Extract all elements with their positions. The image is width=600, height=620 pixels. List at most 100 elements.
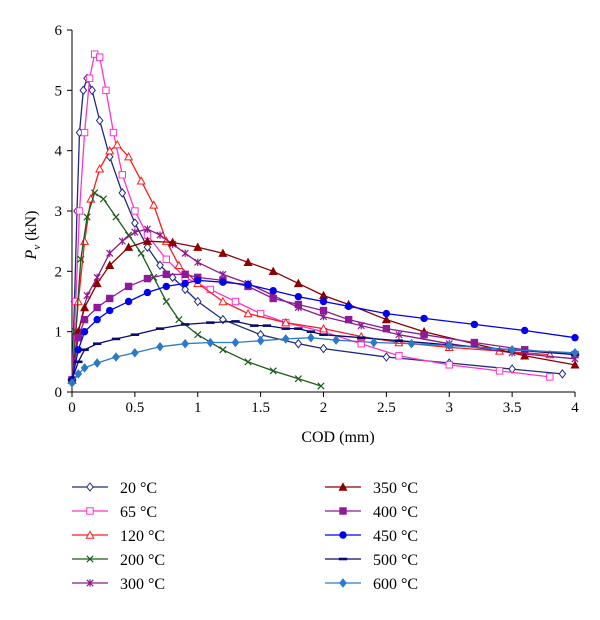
series-7 [68,276,579,384]
data-point [105,145,115,155]
legend-label: 300 °C [120,576,165,593]
data-point [317,382,325,390]
data-point [106,306,114,315]
x-tick-label: 1.5 [251,400,270,416]
data-point [231,297,240,306]
data-point [93,315,101,324]
data-point [218,296,228,306]
data-point [495,367,504,375]
data-point [95,115,104,126]
data-point [407,338,416,349]
x-tick-label: 2.5 [377,400,396,416]
data-point [174,260,184,269]
data-point [318,290,329,300]
data-point [143,274,152,283]
legend-item: 200 °C [72,552,165,569]
data-point [243,257,253,266]
series-0 [68,73,567,385]
data-point [80,327,89,336]
data-point [99,195,108,203]
legend-label: 400 °C [373,504,418,521]
data-point [382,324,391,333]
data-point [382,309,391,318]
legend-item: 600 °C [325,576,418,593]
x-axis-label: COD (mm) [301,429,374,446]
data-point [269,286,277,295]
data-point [106,294,114,303]
data-point [149,200,159,209]
data-point [162,282,171,291]
legend-item: 400 °C [325,504,418,521]
data-point [80,363,89,373]
data-point [162,255,171,263]
data-point [243,308,253,318]
y-tick-label: 2 [55,264,63,280]
x-tick-label: 3 [446,400,454,416]
x-tick-label: 0 [68,400,76,416]
data-point [112,139,122,149]
data-point [175,315,183,324]
data-point [244,358,252,366]
legend-item: 350 °C [325,480,418,497]
legend-item: 500 °C [325,552,418,569]
data-point [244,280,252,289]
data-point [77,255,85,263]
data-point [181,249,189,257]
data-point [381,314,391,324]
data-point [102,86,110,95]
data-point [470,320,479,329]
data-point [131,228,139,236]
data-point [218,248,228,257]
data-point [508,364,516,374]
data-point [571,347,579,358]
legend-label: 600 °C [373,576,418,593]
legend-swatch-marker [86,579,94,587]
data-point [162,297,170,306]
data-point [395,330,403,339]
data-point [124,242,134,251]
legend-label: 500 °C [373,552,418,569]
series-line [71,76,563,380]
data-point [75,207,84,215]
data-point [95,53,104,61]
data-point [319,297,328,306]
legend-item: 20 °C [72,480,157,497]
data-point [344,315,353,324]
series-line [71,240,576,380]
data-point [546,373,554,381]
y-axis-label-sub: v [31,245,43,250]
data-point [294,300,303,309]
y-tick-label: 0 [55,385,63,401]
data-point [231,337,240,348]
data-point [156,341,164,352]
data-point [83,213,91,221]
data-point [445,361,453,369]
data-point [369,337,378,348]
data-point [68,378,76,388]
data-point [193,242,203,251]
series-layer [67,50,580,390]
legend-label: 200 °C [120,552,165,569]
series-9 [68,332,579,388]
data-point [470,338,479,347]
legend-swatch-marker [86,555,94,563]
data-point [558,369,567,379]
data-point [521,326,529,335]
data-point [80,128,89,137]
data-point [124,151,134,161]
data-point [307,332,315,343]
data-point [181,270,189,279]
legend-label: 20 °C [120,480,157,497]
legend-label: 350 °C [373,480,418,497]
data-point [131,218,139,228]
data-point [143,288,152,297]
data-point [95,164,105,173]
data-point [162,270,171,279]
data-point [294,292,303,301]
data-point [85,74,94,82]
data-point [156,260,164,271]
data-point [293,278,303,288]
data-point [520,351,530,360]
legend-swatch-marker [338,482,348,491]
